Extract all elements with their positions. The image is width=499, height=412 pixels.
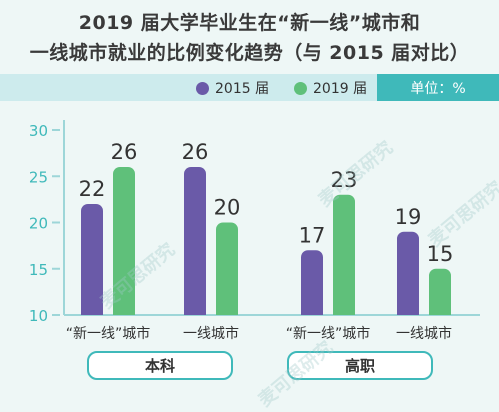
legend-band: 2015 届 2019 届 单位：% (0, 74, 499, 101)
group-box (287, 351, 433, 380)
data-label: 22 (79, 177, 106, 201)
data-label: 26 (111, 140, 138, 164)
title-line-1: 2019 届大学毕业生在“新一线”城市和 (78, 12, 421, 34)
bar (429, 268, 451, 315)
bar-base (216, 307, 238, 315)
legend-label-2019: 2019 届 (313, 81, 368, 97)
bar (113, 167, 135, 315)
data-label: 20 (214, 196, 241, 220)
bar (81, 204, 103, 315)
data-label: 23 (331, 168, 358, 192)
unit-label: 单位：% (377, 74, 499, 101)
category-label: “新一线”城市 (286, 325, 371, 342)
group-label: 本科 (145, 357, 175, 375)
category-label: “新一线”城市 (66, 325, 151, 342)
bar (333, 194, 355, 315)
group-box (87, 351, 233, 380)
y-tick-label: 30 (29, 122, 48, 140)
data-label: 17 (299, 223, 326, 247)
data-label: 26 (182, 140, 209, 164)
bar-base (333, 307, 355, 315)
category-label: 一线城市 (396, 325, 452, 342)
bar-base (81, 307, 103, 315)
y-tick-label: 25 (29, 168, 48, 186)
group-label: 高职 (345, 357, 375, 375)
legend-label-2015: 2015 届 (215, 81, 270, 97)
data-label: 19 (395, 205, 422, 229)
bar-base (429, 307, 451, 315)
y-tick-label: 10 (29, 307, 48, 325)
legend-dot-2019 (294, 81, 307, 95)
data-label: 15 (427, 242, 454, 266)
bar (397, 231, 419, 315)
bar-base (184, 307, 206, 315)
bar (216, 222, 238, 315)
bar (301, 250, 323, 315)
bar-base (301, 307, 323, 315)
category-label: 一线城市 (183, 325, 239, 342)
bar (184, 167, 206, 315)
y-tick-label: 15 (29, 261, 48, 279)
legend-item-2019: 2019 届 (294, 79, 367, 97)
y-tick-label: 20 (29, 215, 48, 233)
title-line-2: 一线城市就业的比例变化趋势（与 2015 届对比） (29, 42, 470, 64)
bar-base (113, 307, 135, 315)
chart-title: 2019 届大学毕业生在“新一线”城市和 一线城市就业的比例变化趋势（与 201… (0, 8, 499, 68)
legend-item-2015: 2015 届 (196, 79, 269, 97)
bar-base (397, 307, 419, 315)
legend-dot-2015 (196, 81, 209, 95)
